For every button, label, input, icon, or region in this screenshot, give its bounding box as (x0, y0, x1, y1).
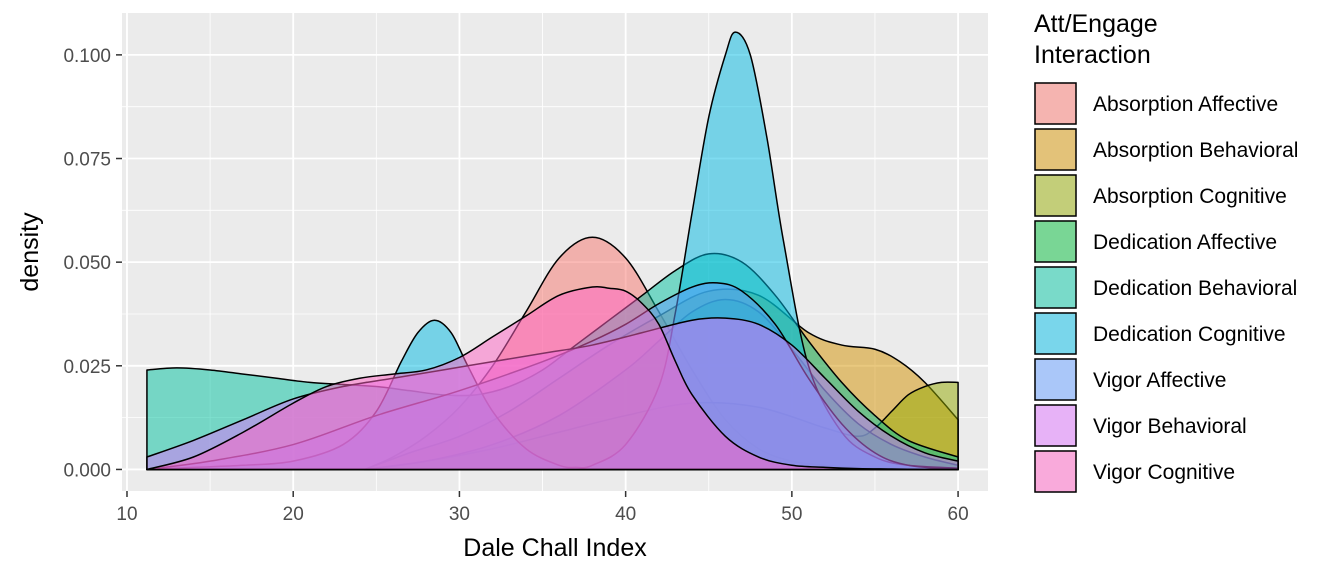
legend-items: Absorption Affective Absorption Behaviora… (1034, 82, 1298, 493)
x-axis-title: Dale Chall Index (463, 534, 647, 562)
x-tick-label: 50 (781, 504, 802, 525)
x-tick-label: 20 (283, 504, 304, 525)
x-tick-label: 30 (449, 504, 470, 525)
y-axis-title: density (16, 212, 44, 292)
legend-swatch-dedication-cognitive (1034, 312, 1077, 355)
legend-title-line-2: Interaction (1034, 41, 1151, 69)
y-tick-label: 0.025 (63, 357, 111, 378)
density-area-vigor-cognitive (146, 285, 959, 471)
y-tick-label: 0.000 (63, 460, 111, 481)
legend-label-absorption-affective: Absorption Affective (1093, 93, 1278, 116)
legend-title-line-1: Att/Engage (1034, 10, 1158, 38)
x-axis-ticks: 10 20 30 40 50 60 (116, 491, 969, 525)
x-tick-label: 40 (615, 504, 636, 525)
y-tick-label: 0.075 (63, 150, 111, 171)
legend-label-absorption-behavioral: Absorption Behavioral (1093, 139, 1298, 162)
legend-swatch-absorption-behavioral (1034, 128, 1077, 171)
legend-swatch-vigor-affective (1034, 358, 1077, 401)
y-tick-label: 0.050 (63, 253, 111, 274)
legend-swatch-absorption-affective (1034, 82, 1077, 125)
legend-label-vigor-behavioral: Vigor Behavioral (1093, 415, 1247, 438)
legend-label-vigor-cognitive: Vigor Cognitive (1093, 461, 1235, 484)
legend-label-absorption-cognitive: Absorption Cognitive (1093, 185, 1287, 208)
x-tick-label: 10 (116, 504, 137, 525)
legend: Att/Engage Interaction Absorption Affect… (1034, 10, 1298, 493)
legend-swatch-vigor-cognitive (1034, 450, 1077, 493)
legend-label-dedication-behavioral: Dedication Behavioral (1093, 277, 1297, 300)
y-axis-ticks: 0.000 0.025 0.050 0.075 0.100 (63, 46, 122, 481)
y-tick-label: 0.100 (63, 46, 111, 67)
density-areas (146, 31, 959, 471)
legend-swatch-absorption-cognitive (1034, 174, 1077, 217)
legend-label-vigor-affective: Vigor Affective (1093, 369, 1226, 392)
legend-swatch-dedication-affective (1034, 220, 1077, 263)
legend-label-dedication-affective: Dedication Affective (1093, 231, 1277, 254)
legend-swatch-dedication-behavioral (1034, 266, 1077, 309)
legend-label-dedication-cognitive: Dedication Cognitive (1093, 323, 1286, 346)
x-tick-label: 60 (948, 504, 969, 525)
legend-swatch-vigor-behavioral (1034, 404, 1077, 447)
